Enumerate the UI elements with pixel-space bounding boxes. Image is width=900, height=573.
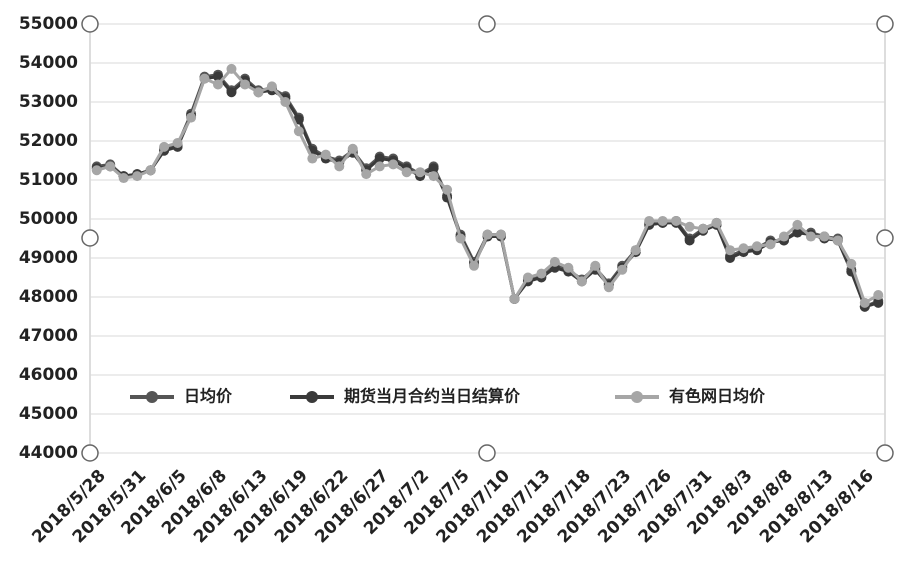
- y-tick-label: 46000: [19, 365, 78, 385]
- data-point: [226, 87, 237, 98]
- data-point: [819, 231, 830, 242]
- legend-label: 有色网日均价: [669, 387, 766, 406]
- data-point: [671, 215, 682, 226]
- data-point: [725, 253, 736, 263]
- data-point: [873, 297, 884, 308]
- data-point: [280, 97, 291, 107]
- series-line: [96, 66, 880, 306]
- y-tick-label: 52000: [19, 131, 78, 151]
- data-point: [401, 167, 412, 178]
- data-point: [603, 282, 614, 293]
- data-point: [455, 233, 466, 244]
- y-tick-label: 44000: [19, 443, 78, 463]
- legend-marker: [306, 391, 318, 403]
- data-point: [536, 268, 547, 279]
- y-tick-label: 48000: [19, 287, 78, 307]
- data-point: [118, 173, 129, 184]
- data-point: [725, 245, 736, 256]
- data-point: [186, 112, 197, 123]
- data-point: [576, 276, 587, 287]
- legend-label: 期货当月合约当日结算价: [344, 387, 521, 406]
- data-point: [698, 223, 709, 234]
- data-point: [630, 245, 641, 256]
- data-point: [293, 114, 304, 125]
- data-point: [832, 235, 843, 246]
- data-point: [563, 262, 574, 273]
- data-point: [91, 165, 102, 176]
- data-point: [617, 264, 628, 275]
- data-point: [549, 256, 560, 267]
- data-point: [213, 79, 224, 90]
- y-tick-label: 50000: [19, 209, 78, 229]
- data-point: [792, 219, 803, 230]
- data-point: [172, 137, 183, 148]
- data-point: [105, 161, 116, 172]
- data-point: [846, 258, 857, 269]
- data-point: [684, 221, 695, 232]
- data-point: [320, 149, 331, 160]
- data-point: [522, 272, 533, 283]
- data-point: [590, 260, 601, 271]
- data-point: [751, 241, 762, 252]
- data-point: [226, 63, 237, 74]
- data-point: [213, 71, 224, 82]
- data-point: [428, 171, 439, 182]
- data-point: [361, 169, 372, 180]
- data-point: [388, 159, 399, 170]
- y-tick-label: 47000: [19, 326, 78, 346]
- data-point: [132, 171, 143, 182]
- data-point: [374, 153, 385, 164]
- data-point: [684, 235, 695, 246]
- data-point: [347, 143, 358, 154]
- data-point: [805, 231, 816, 242]
- y-tick-label: 45000: [19, 404, 78, 424]
- data-point: [509, 293, 520, 304]
- data-point: [873, 290, 884, 301]
- data-point: [495, 229, 506, 240]
- data-point: [469, 260, 480, 271]
- data-point: [711, 217, 722, 228]
- legend-marker: [146, 391, 158, 403]
- data-point: [415, 167, 426, 178]
- data-point: [792, 227, 803, 238]
- data-point: [428, 163, 439, 174]
- data-point: [778, 231, 789, 242]
- data-point: [482, 229, 493, 240]
- data-point: [293, 126, 304, 137]
- y-tick-label: 51000: [19, 170, 78, 190]
- data-point: [374, 161, 385, 172]
- data-point: [334, 161, 345, 172]
- data-point: [307, 153, 318, 164]
- selection-handles: [81, 15, 894, 462]
- data-point: [442, 184, 453, 195]
- data-point: [859, 297, 870, 308]
- y-tick-label: 55000: [19, 14, 78, 34]
- data-point: [644, 215, 655, 226]
- legend-marker: [631, 391, 643, 403]
- data-point: [145, 165, 156, 176]
- data-point: [266, 81, 277, 92]
- data-point: [159, 141, 170, 152]
- data-point: [657, 215, 668, 226]
- data-point: [765, 239, 776, 250]
- data-point: [253, 87, 264, 98]
- series-line: [96, 73, 879, 309]
- y-tick-label: 54000: [19, 53, 78, 73]
- y-tick-label: 49000: [19, 248, 78, 268]
- legend-label: 日均价: [184, 387, 233, 406]
- data-point: [738, 243, 749, 254]
- y-tick-label: 53000: [19, 92, 78, 112]
- data-point: [199, 73, 210, 84]
- data-point: [239, 79, 250, 90]
- series-line: [96, 75, 879, 309]
